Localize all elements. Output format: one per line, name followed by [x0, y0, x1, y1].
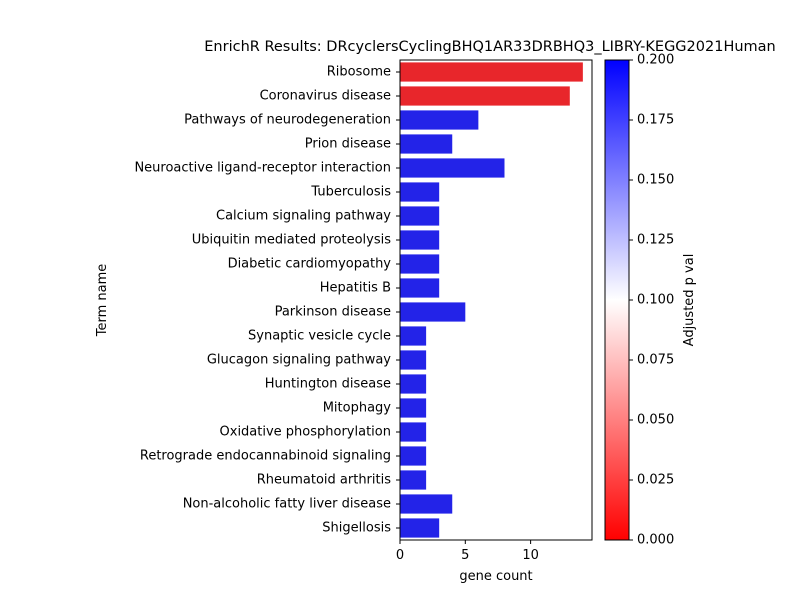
bar-12 — [400, 350, 427, 370]
bar-5 — [400, 182, 440, 202]
y-tick-label-3: Prion disease — [305, 137, 391, 152]
colorbar-tick-label-5: 0.125 — [637, 233, 674, 248]
bar-3 — [400, 134, 453, 154]
bar-9 — [400, 278, 440, 298]
y-tick-label-2: Pathways of neurodegeneration — [184, 113, 391, 128]
bar-11 — [400, 326, 427, 346]
bar-2 — [400, 110, 479, 130]
y-tick-label-11: Synaptic vesicle cycle — [248, 329, 391, 344]
colorbar-tick-label-3: 0.075 — [637, 353, 674, 368]
x-axis-label: gene count — [459, 569, 532, 584]
bars-layer — [400, 62, 583, 538]
x-tick-label-1: 5 — [461, 548, 469, 563]
bar-19 — [400, 518, 440, 538]
bar-7 — [400, 230, 440, 250]
y-axis-label: Term name — [95, 264, 110, 338]
y-tick-label-9: Hepatitis B — [320, 281, 391, 296]
bar-1 — [400, 86, 570, 106]
bar-13 — [400, 374, 427, 394]
x-ticks: 0 5 10 — [396, 540, 539, 563]
y-tick-label-13: Huntington disease — [265, 377, 391, 392]
bar-16 — [400, 446, 427, 466]
y-tick-label-6: Calcium signaling pathway — [216, 209, 391, 224]
y-tick-label-17: Rheumatoid arthritis — [257, 473, 391, 488]
colorbar-tick-label-2: 0.050 — [637, 413, 674, 428]
bar-4 — [400, 158, 505, 178]
colorbar-tick-label-4: 0.100 — [637, 293, 674, 308]
bar-14 — [400, 398, 427, 418]
bar-18 — [400, 494, 453, 514]
y-tick-label-12: Glucagon signaling pathway — [207, 353, 391, 368]
colorbar-tick-label-8: 0.200 — [637, 53, 674, 68]
bar-10 — [400, 302, 466, 322]
colorbar-tick-label-0: 0.000 — [637, 533, 674, 548]
y-tick-label-14: Mitophagy — [323, 401, 392, 416]
y-tick-label-8: Diabetic cardiomyopathy — [228, 257, 392, 272]
bar-17 — [400, 470, 427, 490]
x-tick-label-0: 0 — [396, 548, 404, 563]
plot-frame — [399, 59, 593, 541]
y-tick-label-16: Retrograde endocannabinoid signaling — [140, 449, 391, 464]
colorbar-label: Adjusted p val — [682, 254, 697, 347]
colorbar-tick-label-1: 0.025 — [637, 473, 674, 488]
bar-15 — [400, 422, 427, 442]
y-tick-labels: Ribosome Coronavirus disease Pathways of n… — [134, 65, 400, 536]
y-tick-label-5: Tuberculosis — [310, 185, 391, 200]
y-tick-label-19: Shigellosis — [322, 521, 391, 536]
y-tick-label-15: Oxidative phosphorylation — [220, 425, 391, 440]
y-tick-label-10: Parkinson disease — [275, 305, 391, 320]
y-tick-label-18: Non-alcoholic fatty liver disease — [183, 497, 391, 512]
colorbar-ticks: 0.000 0.025 0.050 0.075 0.100 0.125 0.150 0.175… — [629, 53, 674, 548]
colorbar-tick-label-6: 0.150 — [637, 173, 674, 188]
y-tick-label-4: Neuroactive ligand-receptor interaction — [134, 161, 391, 176]
y-tick-label-0: Ribosome — [327, 65, 391, 80]
chart-title: EnrichR Results: DRcyclersCyclingBHQ1AR3… — [204, 39, 775, 55]
colorbar-tick-label-7: 0.175 — [637, 113, 674, 128]
y-tick-label-7: Ubiquitin mediated proteolysis — [192, 233, 392, 248]
colorbar — [604, 59, 630, 541]
bar-0 — [400, 62, 583, 82]
bar-6 — [400, 206, 440, 226]
bar-8 — [400, 254, 440, 274]
x-tick-label-2: 10 — [522, 548, 539, 563]
y-tick-label-1: Coronavirus disease — [260, 89, 391, 104]
